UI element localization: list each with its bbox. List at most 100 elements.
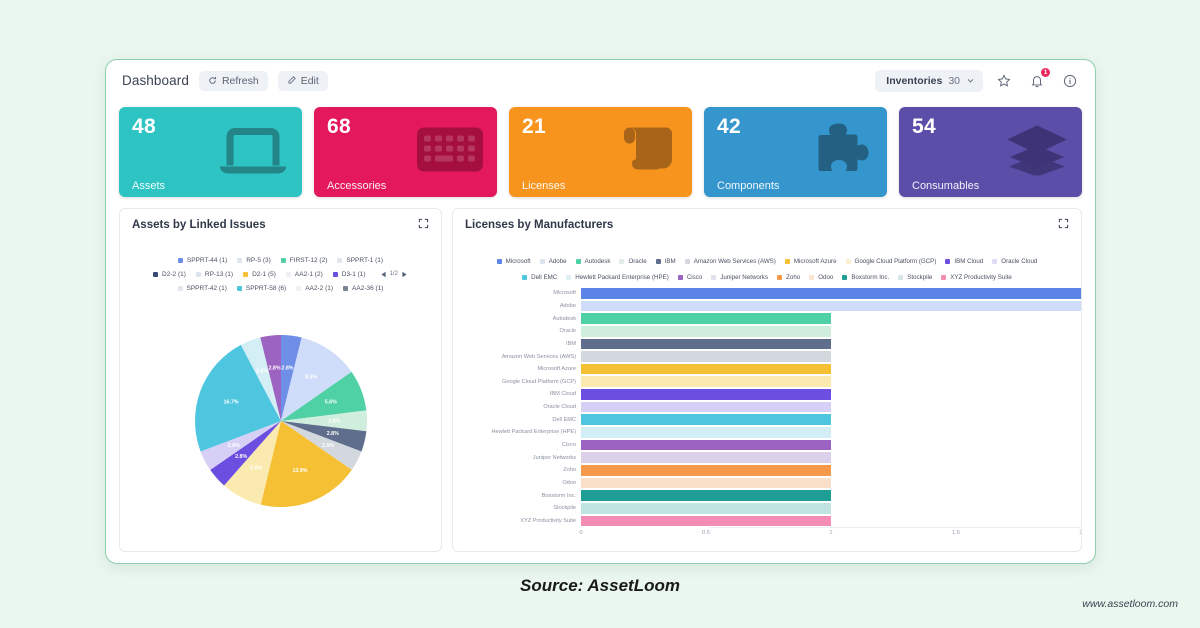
edit-button[interactable]: Edit <box>277 70 328 91</box>
pie-legend-item[interactable]: AA2-1 (2) <box>285 271 323 278</box>
bar-fill <box>581 376 831 388</box>
bar-row[interactable]: IBM Cloud <box>453 388 1081 401</box>
bar-row[interactable]: Autodesk <box>453 312 1081 325</box>
bar-fill <box>581 313 831 324</box>
svg-text:2.8%: 2.8% <box>281 365 293 371</box>
bar-legend-item[interactable]: Zoho <box>777 274 800 281</box>
bar-track <box>581 338 1081 351</box>
pie-legend-item[interactable]: SPPRT-1 (1) <box>337 257 383 264</box>
pie-legend-item[interactable]: RP-13 (1) <box>195 271 233 278</box>
bar-legend-item[interactable]: Hewlett Packard Enterprise (HPE) <box>566 274 669 281</box>
bar-legend-item[interactable]: Juniper Networks <box>711 274 768 281</box>
pager-label: 1/2 <box>389 271 398 277</box>
bar-row[interactable]: Juniper Networks <box>453 451 1081 464</box>
legend-swatch <box>842 274 848 280</box>
bar-legend-item[interactable]: Cisco <box>677 274 702 281</box>
legend-label: Autodesk <box>584 257 611 265</box>
legend-label: Zoho <box>786 273 801 281</box>
bar-row[interactable]: Oracle Cloud <box>453 401 1081 414</box>
stat-card-value: 54 <box>912 115 936 138</box>
chevron-down-icon <box>967 79 974 83</box>
bar-row[interactable]: Amazon Web Services (AWS) <box>453 350 1081 363</box>
bar-legend-item[interactable]: Odoo <box>809 274 833 281</box>
pie-legend-item[interactable]: AA2-2 (1) <box>296 285 333 292</box>
bar-legend-item[interactable]: Dell EMC <box>522 274 557 281</box>
bar-legend-item[interactable]: IBM Cloud <box>945 258 983 265</box>
bar-row[interactable]: Cisco <box>453 439 1081 452</box>
stat-card-components[interactable]: 42 Components <box>704 107 887 197</box>
bar-chart[interactable]: Microsoft Adobe Autodesk Oracle IBM Amazon We… <box>453 287 1081 547</box>
website-url: www.assetloom.com <box>1082 598 1178 610</box>
bar-category-label: Juniper Networks <box>532 454 576 461</box>
legend-swatch <box>243 271 249 277</box>
bar-legend-item[interactable]: Microsoft Azure <box>784 258 837 265</box>
pie-legend-item[interactable]: FIRST-12 (2) <box>280 257 327 264</box>
bar-row[interactable]: Adobe <box>453 300 1081 313</box>
bar-track <box>581 451 1081 464</box>
bar-row[interactable]: Boxstorm Inc. <box>453 489 1081 502</box>
bar-row[interactable]: Dell EMC <box>453 413 1081 426</box>
legend-label: Oracle Cloud <box>1001 257 1038 265</box>
bar-category-label: IBM <box>566 340 576 347</box>
expand-icon[interactable] <box>1058 216 1069 234</box>
stat-card-assets[interactable]: 48 Assets <box>119 107 302 197</box>
x-tick-label: 0 <box>579 530 583 537</box>
stat-card-label: Licenses <box>522 180 566 192</box>
stat-card-value: 48 <box>132 115 156 138</box>
pie-chart[interactable]: 2.8% 8.3% 5.6% 2.8% 2.8% 2.8% 13.9% 5.6% 2.8% 2.8… <box>120 297 441 545</box>
bar-legend-item[interactable]: XYZ Productivity Suite <box>941 274 1012 281</box>
bar-row[interactable]: Zoho <box>453 464 1081 477</box>
refresh-button[interactable]: Refresh <box>198 70 268 91</box>
bar-row[interactable]: Odoo <box>453 477 1081 490</box>
bar-track <box>581 300 1081 313</box>
bar-legend-item[interactable]: IBM <box>655 258 676 265</box>
bar-legend-item[interactable]: Adobe <box>539 258 567 265</box>
dashboard-window: Dashboard Refresh Edit Inventories 30 <box>105 59 1096 564</box>
bar-legend-item[interactable]: Microsoft <box>496 258 531 265</box>
expand-icon[interactable] <box>418 216 429 234</box>
bar-row[interactable]: Microsoft <box>453 287 1081 300</box>
bar-category-label: XYZ Productivity Suite <box>520 517 576 524</box>
stat-card-licenses[interactable]: 21 Licenses <box>509 107 692 197</box>
bar-legend-item[interactable]: Oracle Cloud <box>992 258 1037 265</box>
bar-legend-item[interactable]: Google Cloud Platform (GCP) <box>845 258 936 265</box>
legend-swatch <box>777 274 783 280</box>
bar-row[interactable]: Google Cloud Platform (GCP) <box>453 375 1081 388</box>
bar-track <box>581 401 1081 414</box>
prev-arrow-icon[interactable] <box>380 265 387 283</box>
bar-row[interactable]: Oracle <box>453 325 1081 338</box>
info-button[interactable] <box>1058 69 1082 93</box>
pie-legend-item[interactable]: SPPRT-44 (1) <box>177 257 227 264</box>
inventories-dropdown[interactable]: Inventories 30 <box>875 69 983 92</box>
bar-legend-item[interactable]: Stockpile <box>898 274 932 281</box>
bar-row[interactable]: XYZ Productivity Suite <box>453 515 1081 528</box>
bar-track <box>581 502 1081 515</box>
pie-legend-item[interactable]: D2-2 (1) <box>153 271 186 278</box>
pie-legend-item[interactable]: RP-5 (3) <box>237 257 271 264</box>
next-arrow-icon[interactable] <box>401 265 408 283</box>
favorite-button[interactable] <box>992 69 1016 93</box>
pie-legend-item[interactable]: D3-1 (1) <box>332 271 366 278</box>
svg-text:2.8%: 2.8% <box>328 418 340 424</box>
bar-row[interactable]: Microsoft Azure <box>453 363 1081 376</box>
svg-text:5.6%: 5.6% <box>250 466 262 472</box>
bar-legend-item[interactable]: Boxstorm Inc. <box>842 274 889 281</box>
bar-fill <box>581 401 831 413</box>
legend-swatch <box>845 258 851 264</box>
legend-swatch <box>992 258 998 264</box>
x-tick-label: 0.5 <box>701 530 711 537</box>
pie-legend-item[interactable]: AA2-36 (1) <box>343 285 383 292</box>
svg-text:13.9%: 13.9% <box>292 468 307 474</box>
bar-row[interactable]: IBM <box>453 338 1081 351</box>
bar-row[interactable]: Hewlett Packard Enterprise (HPE) <box>453 426 1081 439</box>
bar-row[interactable]: Stockpile <box>453 502 1081 515</box>
notifications-button[interactable]: 1 <box>1025 67 1050 93</box>
stat-card-consumables[interactable]: 54 Consumables <box>899 107 1082 197</box>
bar-legend-item[interactable]: Autodesk <box>575 257 611 265</box>
pie-legend-item[interactable]: SPPRT-58 (6) <box>236 285 286 292</box>
pie-legend-item[interactable]: SPPRT-42 (1) <box>177 285 227 292</box>
bar-legend-item[interactable]: Amazon Web Services (AWS) <box>684 258 776 265</box>
bar-legend-item[interactable]: Oracle <box>619 258 647 265</box>
pie-legend-item[interactable]: D2-1 (5) <box>243 271 276 278</box>
stat-card-accessories[interactable]: 68 Accessories <box>314 107 497 197</box>
